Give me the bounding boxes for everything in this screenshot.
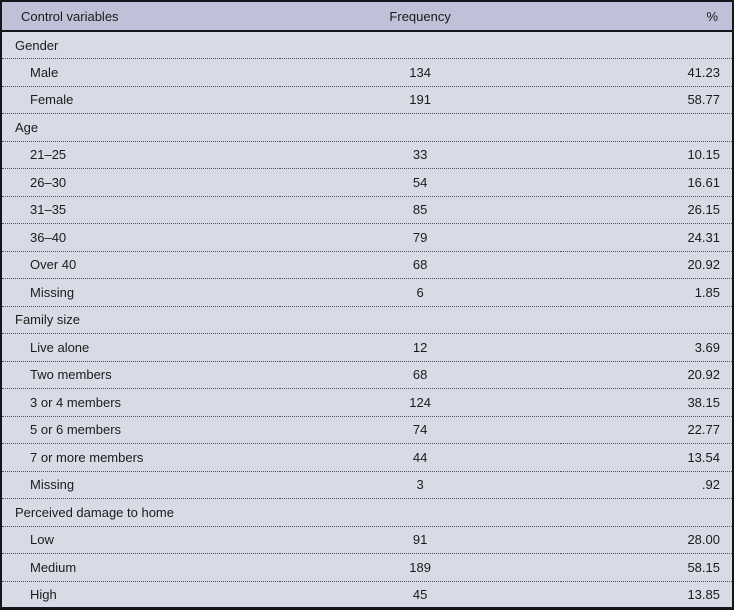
- row-label: Medium: [1, 553, 280, 582]
- row-frequency: 68: [279, 361, 561, 389]
- table-row: Low 91 28.00: [1, 526, 733, 554]
- row-percent: 20.92: [560, 361, 733, 389]
- row-percent: 22.77: [560, 416, 733, 444]
- section-row: Family size: [1, 306, 733, 334]
- section-row: Perceived damage to home: [1, 498, 733, 527]
- row-frequency: 54: [279, 168, 561, 197]
- row-frequency: [279, 306, 561, 334]
- table-row: Missing 3.92: [1, 471, 733, 499]
- row-frequency: 3: [279, 471, 561, 499]
- table-row: Medium 189 58.15: [1, 553, 733, 582]
- section-row: Age: [1, 113, 733, 142]
- table-body: Gender Male 134 41.23 Female 191 58.77 Age 21–25…: [1, 31, 733, 609]
- row-frequency: 6: [279, 278, 561, 307]
- table-row: Male 134 41.23: [1, 58, 733, 87]
- table-row: Live alone 12 3.69: [1, 333, 733, 362]
- row-label: 36–40: [1, 223, 280, 252]
- table-row: 26–30 54 16.61: [1, 168, 733, 197]
- table-header-row: Control variables Frequency %: [1, 1, 733, 32]
- table-row: 3 or 4 members 124 38.15: [1, 388, 733, 417]
- row-percent: 58.15: [560, 553, 733, 582]
- row-label: 21–25: [1, 141, 280, 169]
- row-frequency: 33: [279, 141, 561, 169]
- row-percent: 58.77: [560, 86, 733, 114]
- column-header-percent: %: [560, 1, 733, 32]
- row-frequency: 12: [279, 333, 561, 362]
- row-label: Perceived damage to home: [1, 498, 280, 527]
- table-row: 31–35 85 26.15: [1, 196, 733, 224]
- row-frequency: 68: [279, 251, 561, 279]
- row-frequency: 134: [279, 58, 561, 87]
- table-row: Missing 6 1.85: [1, 278, 733, 307]
- row-label: 31–35: [1, 196, 280, 224]
- row-frequency: 124: [279, 388, 561, 417]
- row-percent: 13.85: [687, 586, 720, 602]
- row-percent: 1.85: [560, 278, 733, 307]
- table-row: Female 191 58.77: [1, 86, 733, 114]
- row-percent: 20.92: [560, 251, 733, 279]
- row-percent: 26.15: [560, 196, 733, 224]
- table-row: 36–40 79 24.31: [1, 223, 733, 252]
- section-row: Gender: [1, 31, 733, 59]
- row-label: Over 40: [1, 251, 280, 279]
- row-label: Female: [1, 86, 280, 114]
- table-row: Two members 68 20.92: [1, 361, 733, 389]
- row-label: Low: [1, 526, 280, 554]
- row-label: 3 or 4 members: [1, 388, 280, 417]
- row-percent: [560, 113, 733, 142]
- row-label: 26–30: [1, 168, 280, 197]
- row-frequency: 45: [412, 586, 428, 602]
- row-label: 5 or 6 members: [1, 416, 280, 444]
- row-label: Missing: [1, 471, 280, 499]
- row-frequency: [279, 498, 561, 527]
- table-row: 5 or 6 members 74 22.77: [1, 416, 733, 444]
- row-frequency: 189: [279, 553, 561, 582]
- row-percent: 24.31: [560, 223, 733, 252]
- row-frequency: 85: [279, 196, 561, 224]
- row-frequency: 91: [279, 526, 561, 554]
- row-percent: [560, 306, 733, 334]
- row-percent: 10.15: [560, 141, 733, 169]
- row-label: Age: [1, 113, 280, 142]
- row-label: Two members: [1, 361, 280, 389]
- row-label: Live alone: [1, 333, 280, 362]
- row-label: 7 or more members: [1, 443, 280, 472]
- row-label: Gender: [1, 31, 280, 59]
- row-frequency: [279, 31, 561, 59]
- row-frequency: 79: [279, 223, 561, 252]
- row-percent: 38.15: [560, 388, 733, 417]
- row-percent: [560, 498, 733, 527]
- row-percent: .92: [560, 471, 733, 499]
- table-row: 7 or more members 44 13.54: [1, 443, 733, 472]
- column-header-frequency: Frequency: [279, 1, 561, 32]
- table-row: 21–25 33 10.15: [1, 141, 733, 169]
- row-frequency: [279, 113, 561, 142]
- row-percent: 16.61: [560, 168, 733, 197]
- row-percent: 41.23: [560, 58, 733, 87]
- table-row: Over 40 68 20.92: [1, 251, 733, 279]
- row-label: Family size: [1, 306, 280, 334]
- row-percent: 28.00: [560, 526, 733, 554]
- table-row: High 45 13.85: [1, 581, 733, 609]
- row-frequency: 74: [279, 416, 561, 444]
- row-label: High: [30, 586, 57, 602]
- row-percent: 3.69: [560, 333, 733, 362]
- row-label: Missing: [1, 278, 280, 307]
- row-frequency: 191: [279, 86, 561, 114]
- column-header-control-variables: Control variables: [1, 1, 280, 32]
- row-percent: [560, 31, 733, 59]
- row-percent: 13.54: [560, 443, 733, 472]
- row-label: Male: [1, 58, 280, 87]
- row-frequency: 44: [279, 443, 561, 472]
